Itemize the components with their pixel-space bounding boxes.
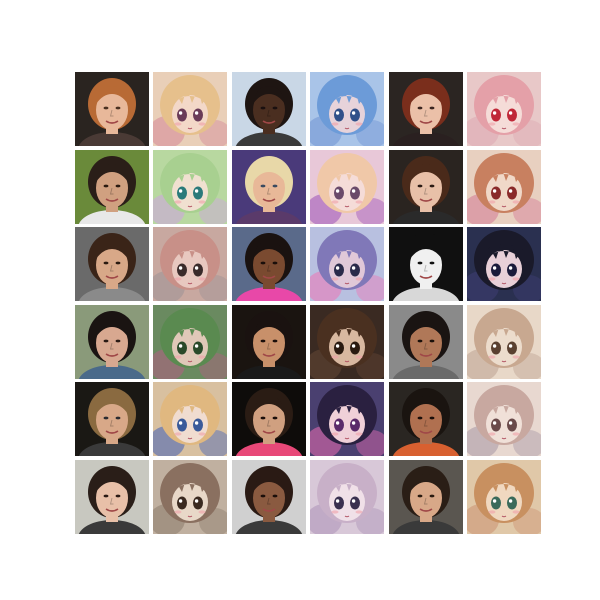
anime-portrait-r5-c2 xyxy=(153,382,228,457)
face-photo-r6-c3 xyxy=(231,459,306,534)
anime-portrait-r3-c2 xyxy=(153,227,228,302)
anime-portrait-r2-c4 xyxy=(310,149,385,224)
face-photo-r3-c1 xyxy=(75,227,149,302)
anime-portrait-r2-c2 xyxy=(153,149,228,224)
face-photo-r1-c1 xyxy=(75,72,149,146)
face-photo-r6-c1 xyxy=(75,459,149,534)
face-photo-r1-c3 xyxy=(231,72,306,146)
anime-portrait-r4-c6 xyxy=(466,304,541,379)
face-photo-r1-c5 xyxy=(388,72,463,146)
anime-portrait-r3-c4 xyxy=(310,227,385,302)
anime-portrait-r2-c6 xyxy=(466,149,541,224)
face-photo-r3-c3 xyxy=(231,227,306,302)
face-photo-r5-c3 xyxy=(231,382,306,457)
image-grid xyxy=(75,72,541,534)
face-photo-r4-c5 xyxy=(388,304,463,379)
face-photo-r2-c5 xyxy=(388,149,463,224)
anime-portrait-r6-c6 xyxy=(466,459,541,534)
face-photo-r5-c1 xyxy=(75,382,149,457)
face-photo-r6-c5 xyxy=(388,459,463,534)
face-photo-r4-c1 xyxy=(75,304,149,379)
face-photo-r5-c5 xyxy=(388,382,463,457)
anime-portrait-r1-c2 xyxy=(153,72,228,146)
face-photo-r4-c3 xyxy=(231,304,306,379)
face-photo-r2-c3 xyxy=(231,149,306,224)
anime-portrait-r4-c4 xyxy=(310,304,385,379)
face-photo-r2-c1 xyxy=(75,149,149,224)
anime-portrait-r1-c4 xyxy=(310,72,385,146)
anime-portrait-r6-c4 xyxy=(310,459,385,534)
anime-portrait-r3-c6 xyxy=(466,227,541,302)
anime-portrait-r5-c4 xyxy=(310,382,385,457)
anime-portrait-r5-c6 xyxy=(466,382,541,457)
anime-portrait-r1-c6 xyxy=(466,72,541,146)
anime-portrait-r6-c2 xyxy=(153,459,228,534)
face-photo-r3-c5 xyxy=(388,227,463,302)
anime-portrait-r4-c2 xyxy=(153,304,228,379)
